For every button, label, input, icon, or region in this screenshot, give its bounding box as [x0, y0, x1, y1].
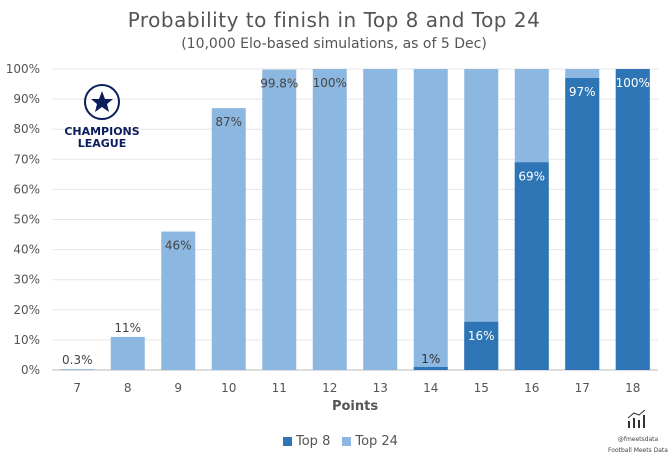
data-label-top24: 99.8% — [260, 77, 298, 91]
bar-top8 — [565, 78, 600, 370]
data-label-top24: 87% — [215, 115, 242, 129]
bar-top24 — [413, 69, 448, 370]
data-label-top8: 69% — [518, 169, 545, 183]
bar-top24 — [161, 231, 196, 370]
data-label-top24: 100% — [313, 76, 347, 90]
x-tick-label: 14 — [423, 381, 438, 395]
y-tick-label: 30% — [13, 273, 40, 287]
chart-subtitle: (10,000 Elo-based simulations, as of 5 D… — [181, 36, 487, 52]
y-tick-label: 60% — [13, 182, 40, 196]
chart-title: Probability to finish in Top 8 and Top 2… — [127, 8, 541, 32]
chart-logo-icon — [627, 409, 646, 428]
data-label-top24: 0.3% — [62, 353, 93, 367]
y-tick-label: 90% — [13, 92, 40, 106]
bar-top8 — [514, 162, 549, 370]
x-tick-label: 8 — [124, 381, 132, 395]
bar-top8 — [413, 366, 448, 370]
credit-name: Football Meets Data — [608, 447, 668, 454]
bar-top24 — [110, 336, 145, 370]
x-tick-label: 10 — [221, 381, 236, 395]
logo-text-champions: CHAMPIONS — [64, 125, 140, 138]
bar-top24 — [60, 369, 95, 370]
y-tick-label: 0% — [21, 363, 40, 377]
x-tick-label: 16 — [524, 381, 539, 395]
bar-top24 — [262, 69, 297, 371]
y-tick-label: 10% — [13, 333, 40, 347]
data-label-top8: 100% — [616, 76, 650, 90]
y-tick-label: 40% — [13, 243, 40, 257]
legend-top24: Top 24 — [342, 434, 398, 449]
bar-top8 — [464, 321, 499, 370]
logo-text-league: LEAGUE — [77, 137, 127, 150]
y-tick-label: 20% — [13, 303, 40, 317]
y-tick-label: 100% — [6, 62, 40, 76]
bar-top24 — [312, 69, 347, 370]
legend-top8: Top 8 — [283, 434, 330, 449]
bar-top24 — [363, 69, 398, 370]
x-tick-label: 15 — [474, 381, 489, 395]
bar-top24 — [464, 69, 499, 370]
y-tick-label: 80% — [13, 122, 40, 136]
x-tick-label: 17 — [575, 381, 590, 395]
x-tick-label: 7 — [73, 381, 81, 395]
credit: @fmeetsdata Football Meets Data — [608, 408, 668, 456]
x-tick-label: 11 — [272, 381, 287, 395]
starball-icon — [84, 84, 120, 120]
data-label-top8: 16% — [468, 329, 495, 343]
y-tick-label: 50% — [13, 213, 40, 227]
x-axis-label: Points — [331, 399, 379, 414]
x-tick-label: 12 — [322, 381, 337, 395]
credit-handle: @fmeetsdata — [617, 436, 659, 443]
data-label-top24: 11% — [114, 321, 141, 335]
x-tick-label: 9 — [174, 381, 182, 395]
legend: Top 8 Top 24 — [283, 434, 398, 449]
y-tick-label: 70% — [13, 152, 40, 166]
x-tick-label: 13 — [373, 381, 388, 395]
x-tick-label: 18 — [625, 381, 640, 395]
data-label-top8: 1% — [421, 352, 440, 366]
champions-league-logo: CHAMPIONS LEAGUE — [52, 82, 152, 150]
bar-top8 — [615, 69, 650, 370]
data-label-top24: 46% — [165, 239, 192, 253]
data-label-top8: 97% — [569, 85, 596, 99]
bar-top24 — [211, 108, 246, 370]
